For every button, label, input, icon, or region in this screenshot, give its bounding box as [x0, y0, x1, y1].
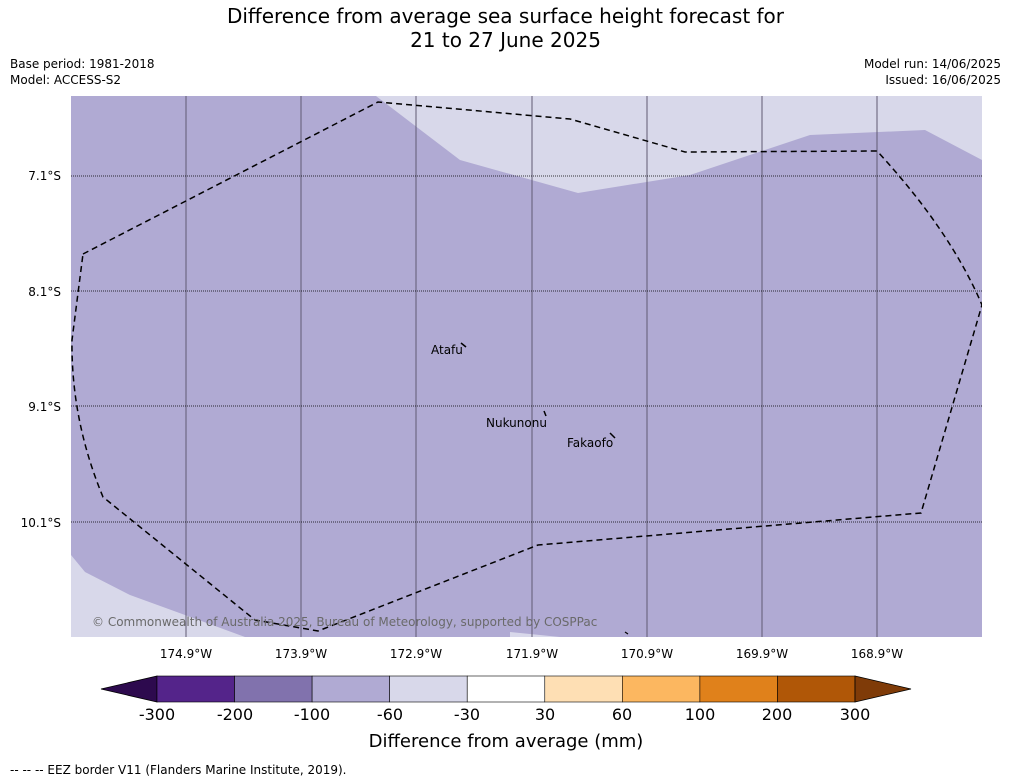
- colorbar-tick: 300: [840, 705, 871, 724]
- colorbar-segment: [544, 675, 623, 703]
- colorbar-tick-labels: -300 -200 -100 -60 -30 30 60 100 200 300: [139, 705, 870, 724]
- model-run: Model run: 14/06/2025: [863, 57, 1001, 71]
- fakaofo-coastline: [609, 432, 616, 439]
- lat-label: 10.1°S: [21, 516, 61, 530]
- base-period: Base period: 1981-2018: [10, 57, 155, 71]
- colorbar-segment: [156, 675, 235, 703]
- lon-label: 168.9°W: [851, 647, 903, 661]
- colorbar-tick: 60: [612, 705, 632, 724]
- nukunonu-coastline: [543, 410, 547, 417]
- small-island-coastline: [624, 631, 629, 635]
- anomaly-field-bottom-sliver: [510, 632, 560, 637]
- lat-label: 7.1°S: [28, 169, 61, 183]
- colorbar-extend-high: [854, 675, 912, 703]
- map-area: Atafu Nukunonu Fakaofo © Commonwealth of…: [71, 96, 982, 637]
- colorbar-tick: -300: [139, 705, 175, 724]
- colorbar-segment: [234, 675, 313, 703]
- lon-label: 174.9°W: [160, 647, 212, 661]
- anomaly-field-bottom-left: [71, 555, 245, 637]
- lon-label: 173.9°W: [275, 647, 327, 661]
- graticule-longitude: [185, 96, 878, 637]
- lon-label: 172.9°W: [390, 647, 442, 661]
- meta-right: Model run: 14/06/2025 Issued: 16/06/2025: [864, 56, 1001, 88]
- colorbar-tick: -30: [454, 705, 480, 724]
- model-name: Model: ACCESS-S2: [10, 73, 122, 87]
- colorbar-segment: [777, 675, 856, 703]
- colorbar-tick: -100: [294, 705, 330, 724]
- anomaly-field-top: [376, 96, 982, 193]
- place-nukunonu: Nukunonu: [486, 416, 547, 430]
- colorbar-tick: 200: [762, 705, 793, 724]
- atafu-coastline: [460, 342, 467, 348]
- anomaly-field-main: [71, 96, 982, 637]
- colorbar-extend-low: [100, 675, 158, 703]
- colorbar: [100, 675, 912, 703]
- title-line-2: 21 to 27 June 2025: [410, 28, 601, 52]
- colorbar-title: Difference from average (mm): [369, 731, 644, 752]
- colorbar-segment: [622, 675, 701, 703]
- colorbar-tick: 100: [685, 705, 716, 724]
- colorbar-segment: [311, 675, 390, 703]
- latitude-labels: 7.1°S 8.1°S 9.1°S 10.1°S: [21, 169, 61, 530]
- meta-left: Base period: 1981-2018 Model: ACCESS-S2: [10, 56, 155, 88]
- place-fakaofo: Fakaofo: [567, 436, 613, 450]
- lat-label: 8.1°S: [28, 285, 61, 299]
- place-atafu: Atafu: [431, 343, 463, 357]
- eez-legend-footnote: -- -- -- EEZ border V11 (Flanders Marine…: [10, 763, 347, 777]
- eez-border: [71, 101, 982, 632]
- colorbar-segment: [466, 675, 546, 703]
- title-line-1: Difference from average sea surface heig…: [226, 4, 785, 28]
- lat-label: 9.1°S: [28, 400, 61, 414]
- colorbar-segment: [699, 675, 778, 703]
- longitude-labels: 174.9°W 173.9°W 172.9°W 171.9°W 170.9°W …: [160, 647, 903, 661]
- lon-label: 169.9°W: [736, 647, 788, 661]
- colorbar-segment: [389, 675, 468, 703]
- colorbar-tick: 30: [535, 705, 555, 724]
- lon-label: 171.9°W: [506, 647, 558, 661]
- issued-date: Issued: 16/06/2025: [885, 73, 1001, 87]
- colorbar-tick: -200: [217, 705, 253, 724]
- map-title: Difference from average sea surface heig…: [0, 4, 1011, 52]
- lon-label: 170.9°W: [621, 647, 673, 661]
- colorbar-tick: -60: [377, 705, 403, 724]
- copyright-notice: © Commonwealth of Australia 2025, Bureau…: [92, 615, 597, 629]
